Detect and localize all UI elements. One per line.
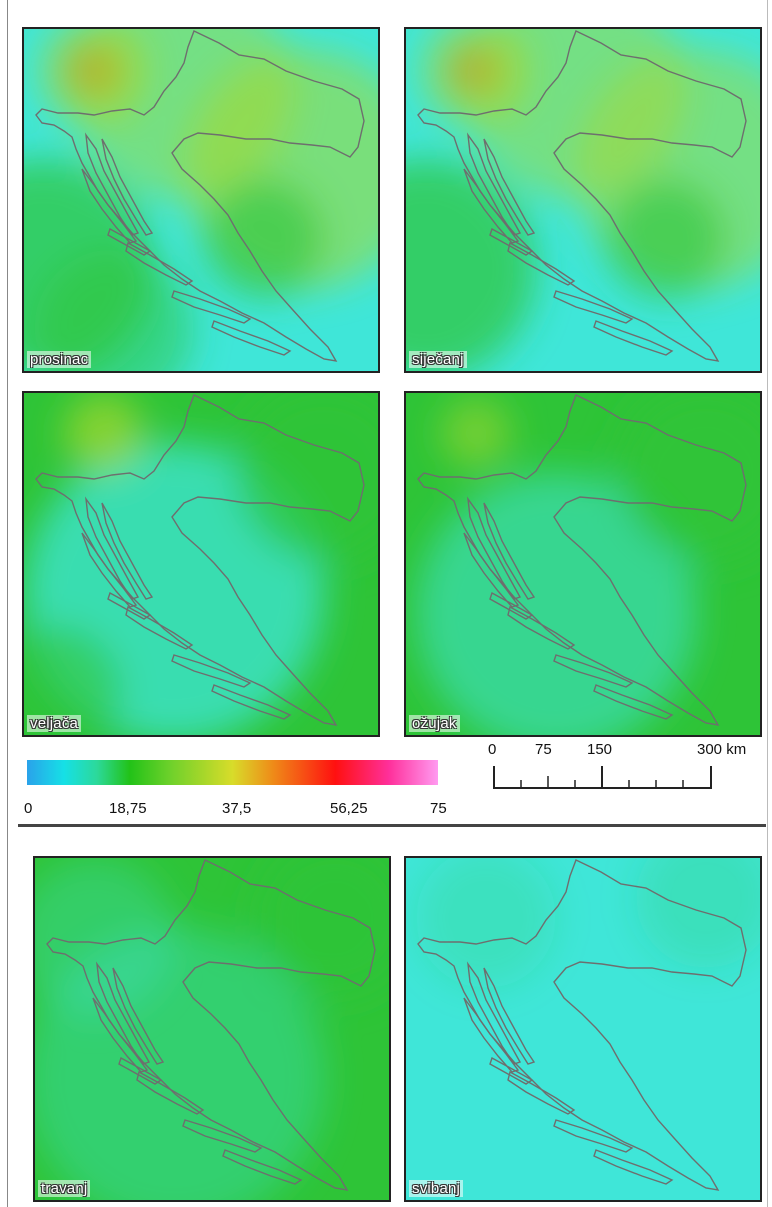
panel-label: ožujak (409, 715, 460, 732)
map-panel-travanj: travanj (33, 856, 391, 1202)
island-outline (211, 320, 292, 356)
panel-label: siječanj (409, 351, 467, 368)
legend-tick-label: 0 (24, 800, 33, 817)
value-field-blob (616, 393, 760, 563)
map-raster (24, 29, 378, 371)
island-outline (467, 496, 522, 600)
map-panel-sijecanj: siječanj (404, 27, 762, 373)
island-outline (107, 591, 152, 620)
scale-label: 75 (535, 741, 552, 758)
island-outline (553, 1119, 634, 1153)
legend-tick-label: 56,25 (330, 800, 368, 817)
island-outline (489, 591, 534, 620)
value-field-blob (636, 858, 760, 968)
value-field-blob (24, 623, 124, 735)
value-field-blob (416, 473, 696, 735)
country-border (417, 30, 747, 362)
scale-bar (493, 766, 712, 789)
legend-tick-label: 75 (430, 800, 447, 817)
country-border (35, 30, 365, 362)
island-outline (467, 961, 522, 1065)
island-outline (96, 961, 151, 1065)
island-outline (125, 241, 194, 286)
section-divider (18, 824, 766, 827)
panel-label: veljača (27, 715, 82, 732)
map-raster (406, 29, 760, 371)
scale-label: 300 km (697, 741, 747, 758)
island-outline (136, 1070, 205, 1115)
map-raster (24, 393, 378, 735)
value-field-blob (64, 393, 144, 473)
island-outline (507, 241, 576, 286)
panel-label: svibanj (409, 1180, 464, 1197)
legend-tick-label: 37,5 (222, 800, 252, 817)
island-outline (483, 502, 536, 600)
country-border (35, 394, 365, 726)
panel-label: prosinac (27, 351, 92, 368)
island-outline (467, 132, 522, 236)
panel-label: travanj (38, 1180, 91, 1197)
value-field-blob (34, 249, 194, 371)
value-field-blob (441, 398, 511, 468)
legend-tick-label: 18,75 (109, 800, 147, 817)
country-border (46, 859, 376, 1191)
scale-label: 150 (587, 741, 613, 758)
island-outline (101, 502, 154, 600)
island-outline (593, 1149, 674, 1185)
island-outline (593, 320, 674, 356)
value-field-blob (606, 179, 726, 299)
value-field-blob (204, 179, 324, 299)
island-outline (171, 290, 252, 324)
page-border-left (7, 0, 8, 1207)
map-panel-svibanj: svibanj (404, 856, 762, 1202)
island-outline (171, 654, 252, 688)
island-outline (483, 967, 536, 1065)
map-raster (406, 393, 760, 735)
island-outline (553, 654, 634, 688)
island-outline (118, 1056, 163, 1085)
island-outline (489, 1056, 534, 1085)
island-outline (553, 290, 634, 324)
island-outline (182, 1119, 263, 1153)
island-outline (593, 684, 674, 720)
map-panel-veljaca: veljača (22, 391, 380, 737)
island-outline (222, 1149, 303, 1185)
island-outline (85, 132, 140, 236)
map-raster (35, 858, 389, 1200)
map-panel-prosinac: prosinac (22, 27, 380, 373)
island-outline (85, 496, 140, 600)
island-outline (507, 605, 576, 650)
value-field-blob (35, 858, 175, 1018)
value-field-blob (406, 159, 536, 371)
island-outline (483, 138, 536, 236)
island-outline (507, 1070, 576, 1115)
island-outline (101, 138, 154, 236)
scale-label: 0 (488, 741, 497, 758)
map-panel-ozujak: ožujak (404, 391, 762, 737)
map-raster (406, 858, 760, 1200)
value-field-blob (234, 393, 378, 563)
country-border (417, 859, 747, 1191)
island-outline (211, 684, 292, 720)
value-field-blob (255, 858, 389, 998)
island-outline (107, 227, 152, 256)
island-outline (112, 967, 165, 1065)
page-border-right (767, 0, 768, 1207)
country-border (417, 394, 747, 726)
color-legend-bar (27, 760, 438, 785)
island-outline (125, 605, 194, 650)
island-outline (489, 227, 534, 256)
value-field-blob (416, 858, 556, 988)
